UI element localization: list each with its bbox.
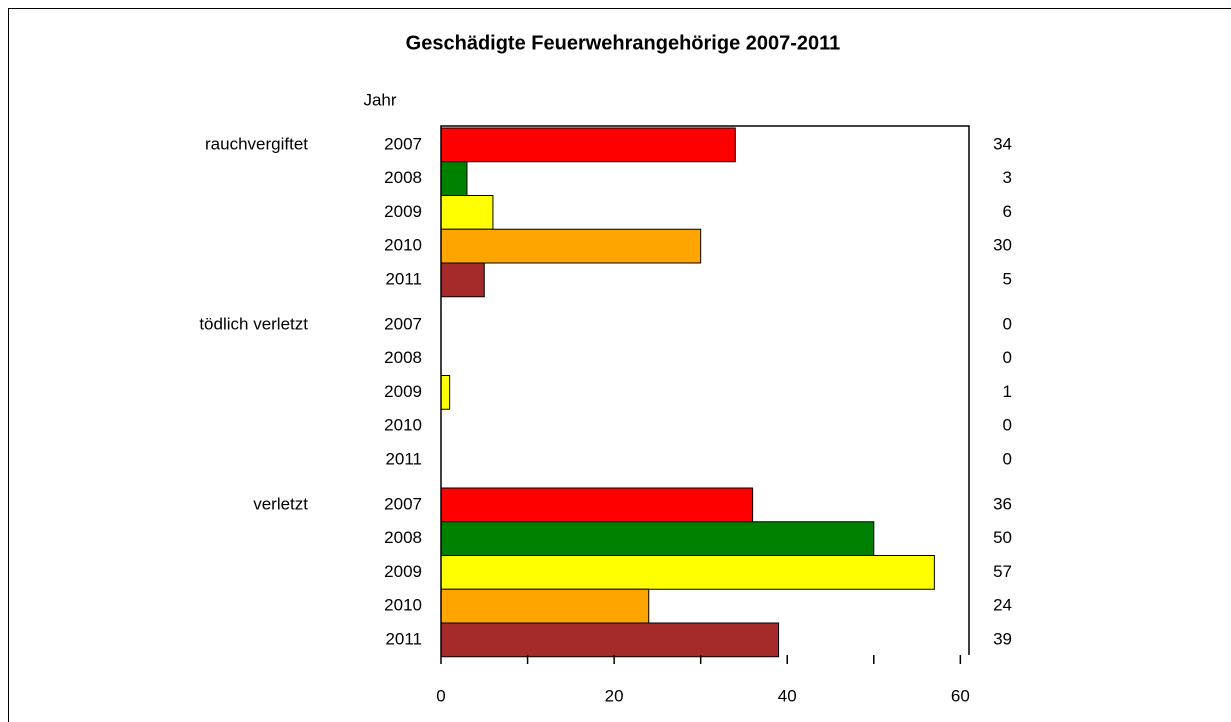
bar [440, 588, 650, 624]
value-label: 34 [993, 134, 1012, 153]
series-label: 2011 [385, 449, 422, 468]
value-label: 57 [993, 562, 1012, 581]
outer-frame [8, 8, 1231, 722]
bar [440, 521, 875, 556]
value-label: 6 [1003, 202, 1012, 221]
x-tick-label: 20 [605, 686, 624, 705]
bar [440, 228, 702, 264]
value-label: 3 [1003, 168, 1012, 187]
value-label: 0 [1003, 416, 1012, 435]
series-label: 2007 [384, 494, 422, 513]
series-label: 2010 [384, 236, 422, 255]
x-tick-label: 0 [436, 686, 445, 705]
series-label: 2008 [384, 168, 422, 187]
plot-frame [440, 125, 970, 655]
value-label: 36 [993, 494, 1012, 513]
value-label: 0 [1003, 449, 1012, 468]
value-label: 30 [993, 236, 1012, 255]
group-label: verletzt [253, 494, 308, 513]
bar [440, 127, 736, 163]
group-label: rauchvergiftet [205, 134, 308, 153]
value-label: 50 [993, 528, 1012, 547]
bar [440, 622, 780, 658]
bar [440, 487, 754, 523]
x-tick-label: 40 [778, 686, 797, 705]
series-label: 2010 [384, 416, 422, 435]
value-label: 0 [1003, 348, 1012, 367]
series-label: 2008 [384, 528, 422, 547]
chart-title: Geschädigte Feuerwehrangehörige 2007-201… [406, 32, 841, 54]
value-label: 5 [1003, 269, 1012, 288]
value-label: 0 [1003, 314, 1012, 333]
value-label: 39 [993, 629, 1012, 648]
series-label: 2008 [384, 348, 422, 367]
series-label: 2009 [384, 202, 422, 221]
value-label: 1 [1003, 382, 1012, 401]
series-label: 2010 [384, 596, 422, 615]
bar [440, 195, 494, 230]
bar [440, 375, 451, 410]
series-label: 2011 [385, 629, 422, 648]
series-label: 2007 [384, 314, 422, 333]
series-label: 2009 [384, 562, 422, 581]
y-axis-label: Jahr [363, 90, 396, 109]
bar [440, 555, 935, 590]
x-tick-label: 60 [951, 686, 970, 705]
group-label: tödlich verletzt [199, 314, 308, 333]
value-label: 24 [993, 596, 1012, 615]
series-label: 2011 [385, 269, 422, 288]
series-label: 2007 [384, 134, 422, 153]
bar [440, 161, 468, 196]
series-label: 2009 [384, 382, 422, 401]
bar [440, 262, 485, 298]
